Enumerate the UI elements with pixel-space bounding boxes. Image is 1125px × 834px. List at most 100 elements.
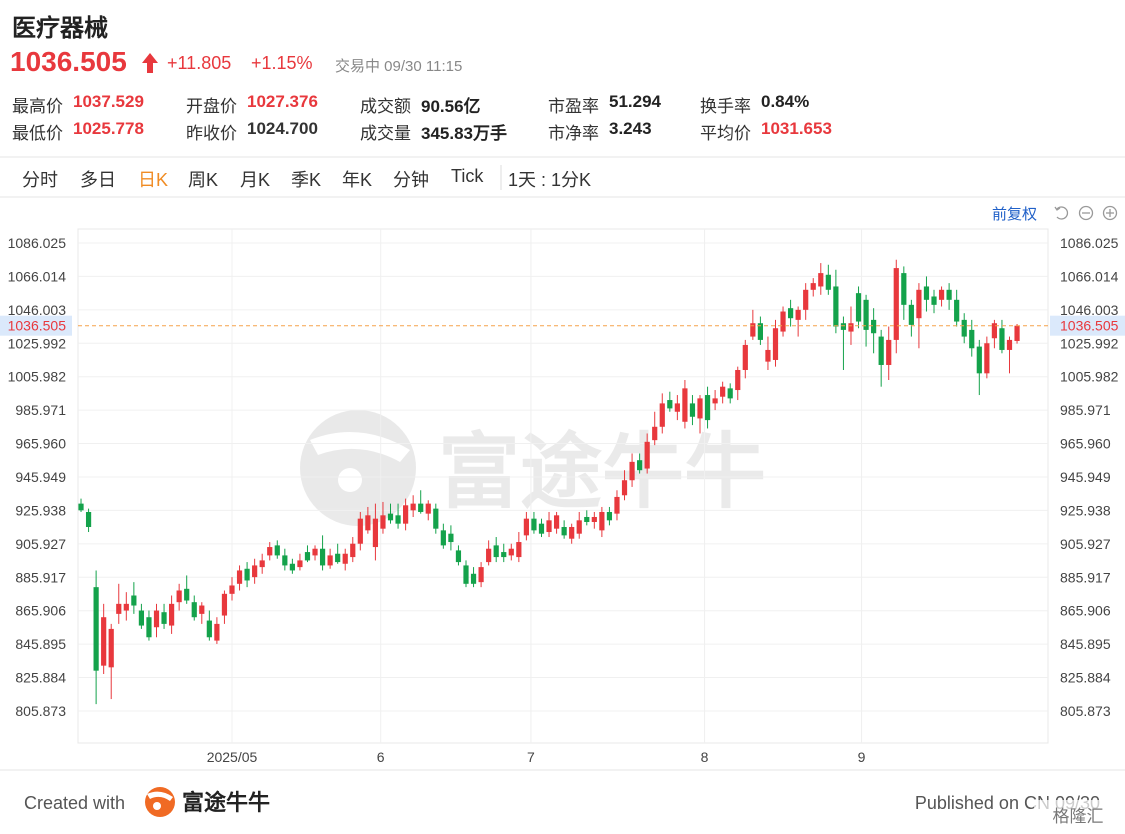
candle-body: [825, 274, 831, 290]
candle-body: [848, 323, 854, 332]
current-price-box: [1050, 315, 1125, 336]
candle-body: [93, 587, 99, 671]
y-tick-label: 1005.982: [8, 369, 67, 385]
stat-label: 市盈率: [548, 97, 599, 116]
candle-body: [742, 344, 748, 370]
candle-body: [116, 603, 122, 614]
plot-frame: [77, 228, 1049, 744]
y-tick-label-right: 905.927: [1060, 536, 1111, 552]
y-tick-label-right: 1086.025: [1060, 235, 1119, 251]
candle-body: [169, 603, 175, 626]
candle-body: [523, 518, 529, 536]
candle-body: [161, 612, 167, 624]
candle-body: [923, 286, 930, 300]
candle-body: [470, 573, 477, 584]
candle-body: [1006, 339, 1013, 350]
adjust-toggle[interactable]: 前复权: [992, 205, 1037, 223]
candle-body: [954, 299, 960, 322]
stat-label: 开盘价: [186, 97, 237, 116]
candle-body: [199, 605, 205, 614]
candle-body: [637, 460, 643, 471]
candle-body: [780, 311, 786, 332]
y-tick-label-right: 845.895: [1060, 636, 1111, 652]
interval-select[interactable]: 1天 : 1分K: [508, 170, 592, 190]
candle-body: [101, 617, 107, 666]
x-tick-label: 6: [377, 749, 385, 765]
candle-body: [908, 304, 914, 325]
x-tick-label: 7: [527, 749, 535, 765]
candle-body: [818, 273, 824, 287]
candle-body: [689, 403, 696, 417]
candle-body: [214, 623, 220, 641]
candle-body: [674, 403, 680, 412]
candle-body: [357, 518, 363, 544]
candle-body: [319, 548, 326, 566]
candle-body: [969, 329, 975, 349]
candle-body: [289, 563, 295, 571]
tab[interactable]: 年K: [342, 170, 373, 190]
stat-value: 1027.376: [247, 92, 318, 111]
candle-body: [327, 555, 333, 566]
current-price-label-right: 1036.505: [1060, 318, 1119, 334]
stat-label: 平均价: [700, 124, 751, 143]
candle-body: [576, 520, 582, 534]
stat-value: 345.83万手: [421, 124, 507, 143]
candle-body: [244, 568, 250, 581]
candle-body: [259, 560, 265, 568]
candle-body: [486, 548, 492, 563]
candle-body: [727, 388, 733, 399]
candle-body: [682, 388, 688, 422]
candle-body: [1014, 325, 1020, 341]
tab[interactable]: 月K: [240, 170, 271, 190]
candle-body: [478, 567, 484, 583]
y-tick-label-right: 825.884: [1060, 670, 1111, 686]
stat-value: 1031.653: [761, 119, 832, 138]
y-tick-label: 925.938: [15, 502, 66, 518]
candle-body: [387, 513, 394, 521]
stat-label: 换手率: [700, 97, 751, 116]
y-tick-label-right: 965.960: [1060, 436, 1111, 452]
price: 1036.505: [10, 46, 127, 77]
candle-body: [153, 610, 160, 628]
candle-body: [772, 328, 779, 360]
change: +11.805: [167, 53, 232, 73]
y-tick-label: 905.927: [15, 536, 66, 552]
toolbar-icons[interactable]: [1054, 205, 1118, 221]
candle-body: [750, 323, 756, 337]
candle-body: [403, 505, 409, 524]
candle-body: [720, 386, 726, 397]
candle-body: [350, 543, 356, 558]
stat-value: 0.84%: [761, 92, 810, 111]
stat-label: 最低价: [12, 124, 63, 143]
candle-body: [108, 628, 114, 668]
tab[interactable]: 分时: [22, 170, 58, 190]
footer-created: Created with: [24, 793, 125, 813]
candle-body: [335, 553, 341, 563]
x-tick-label: 9: [858, 749, 866, 765]
candle-body: [644, 441, 650, 469]
y-tick-label-right: 885.917: [1060, 569, 1111, 585]
stat-value: 1024.700: [247, 119, 318, 138]
candle-body: [833, 286, 839, 327]
tab[interactable]: 分钟: [393, 170, 429, 190]
candle-body: [440, 530, 446, 546]
tab[interactable]: 季K: [291, 170, 322, 190]
status: 交易中 09/30 11:15: [335, 58, 463, 75]
tab[interactable]: Tick: [451, 166, 484, 186]
watermark: 富途牛牛: [438, 427, 766, 518]
y-tick-label: 805.873: [15, 703, 66, 719]
candle-body: [871, 319, 877, 334]
tab[interactable]: 多日: [80, 170, 116, 190]
candle-body: [553, 515, 560, 529]
candle-body: [372, 518, 379, 548]
tab[interactable]: 周K: [188, 170, 219, 190]
stat-label: 市净率: [548, 124, 599, 143]
y-tick-label-right: 985.971: [1060, 402, 1111, 418]
candle-body: [765, 349, 771, 362]
candle-body: [123, 603, 129, 611]
candle-body: [599, 511, 605, 531]
y-tick-label-right: 1005.982: [1060, 369, 1119, 385]
candle-body: [312, 548, 318, 556]
candle-body: [855, 293, 862, 322]
tab[interactable]: 日K: [138, 170, 169, 190]
